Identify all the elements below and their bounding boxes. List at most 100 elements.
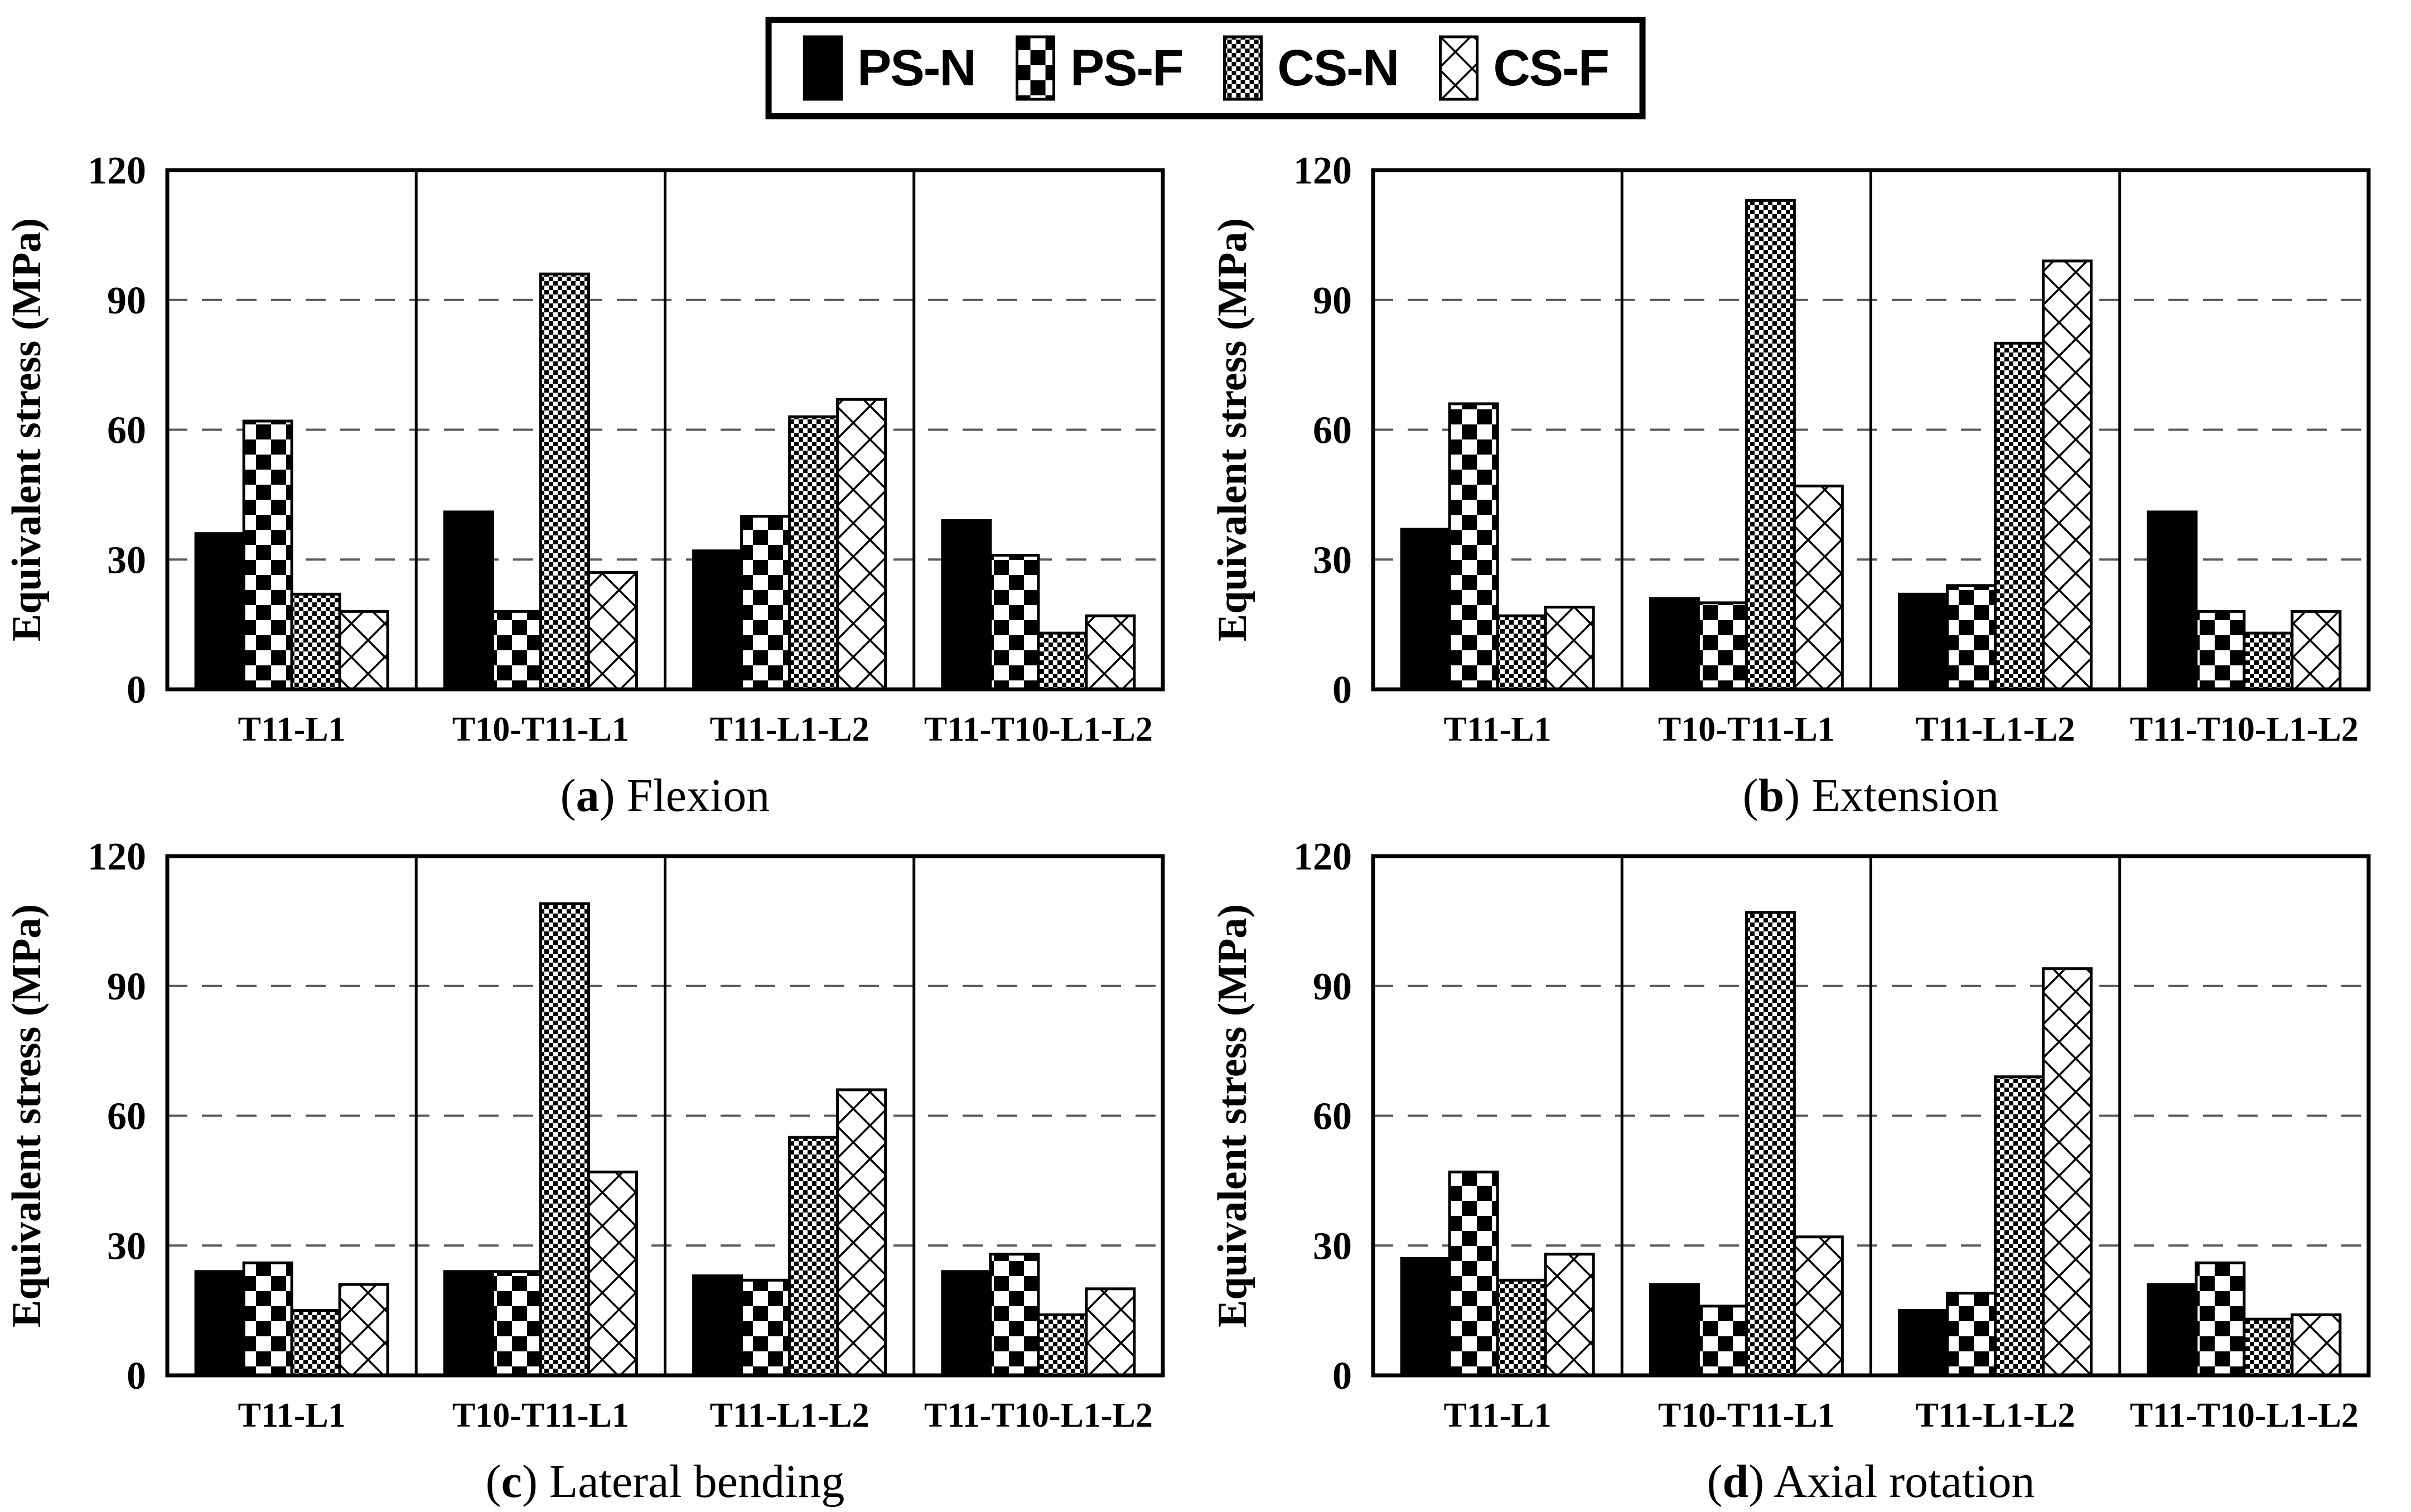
bar-cs-n-t11-l1-l2 — [1994, 341, 2045, 691]
panel-axial-rotation: 0 30 60 90 120 Equivalent stress (MPa) T11-L1 T… — [1206, 824, 2411, 1511]
category-label: T11-L1-L2 — [1916, 711, 2075, 748]
panel-lateral-bending: 0 30 60 90 120 Equivalent stress (MPa) T11-L1 T… — [0, 824, 1205, 1511]
legend-item-ps-n: PS-N — [803, 35, 977, 101]
y-axis-title: Equivalent stress (MPa) — [4, 218, 50, 641]
bar-ps-n-t11-t10-l1-l2 — [2147, 510, 2198, 691]
bar-cs-f-t10-t11-l1 — [587, 571, 638, 691]
category-label: T11-L1 — [238, 1397, 346, 1434]
category-label: T11-L1-L2 — [710, 1397, 869, 1434]
bar-ps-n-t11-l1-l2 — [692, 549, 743, 691]
bar-cs-n-t11-l1 — [290, 592, 341, 691]
bar-chart: 0 30 60 90 120 Equivalent stress (MPa) T11-L1 T… — [1210, 149, 2371, 822]
legend-swatch-fine-checker-icon — [1223, 35, 1263, 101]
legend-label: CS-N — [1277, 39, 1399, 96]
bar-ps-f-t10-t11-l1 — [491, 610, 542, 691]
y-tick-label: 60 — [1313, 409, 1352, 452]
bar-ps-n-t11-t10-l1-l2 — [2147, 1283, 2198, 1377]
bar-cs-f-t11-t10-l1-l2 — [1085, 1287, 1136, 1377]
category-label: T11-L1-L2 — [1916, 1397, 2075, 1434]
y-tick-label: 90 — [1313, 279, 1352, 322]
y-tick-label: 120 — [88, 835, 146, 878]
panel-extension: 0 30 60 90 120 Equivalent stress (MPa) T11-L1 T… — [1206, 138, 2411, 825]
bar-cs-n-t10-t11-l1 — [1745, 911, 1796, 1377]
bar-ps-f-t11-l1 — [1448, 1170, 1499, 1377]
legend-swatch-diamond-crosshatch-icon — [1438, 35, 1479, 101]
y-axis-title: Equivalent stress (MPa) — [1210, 904, 1255, 1327]
y-tick-label: 120 — [88, 149, 146, 192]
category-label: T10-T11-L1 — [1658, 711, 1835, 748]
bar-cs-f-t11-l1 — [338, 1283, 389, 1377]
bar-chart: 0 30 60 90 120 Equivalent stress (MPa) T11-L1 T… — [1210, 835, 2371, 1508]
bar-cs-n-t11-t10-l1-l2 — [1037, 631, 1088, 691]
bar-cs-n-t10-t11-l1 — [1745, 199, 1796, 691]
y-tick-label: 120 — [1293, 835, 1352, 878]
legend-swatch-solid-icon — [803, 35, 843, 101]
panel-flexion: 0 30 60 90 120 Equivalent stress (MPa) T11-L1 T… — [0, 138, 1205, 825]
bar-ps-n-t11-l1-l2 — [692, 1274, 743, 1377]
y-tick-label: 90 — [107, 279, 146, 322]
bar-ps-f-t10-t11-l1 — [491, 1270, 542, 1377]
category-label: T11-T10-L1-L2 — [2130, 1397, 2359, 1434]
bar-ps-f-t11-l1 — [242, 1261, 293, 1377]
y-tick-label: 60 — [107, 409, 146, 452]
category-label: T10-T11-L1 — [452, 711, 629, 748]
bar-ps-n-t11-t10-l1-l2 — [941, 519, 992, 691]
category-label: T11-T10-L1-L2 — [924, 711, 1153, 748]
bar-cs-f-t11-l1-l2 — [836, 1088, 887, 1377]
y-tick-label: 60 — [107, 1095, 146, 1138]
y-tick-label: 0 — [127, 1355, 146, 1398]
legend-label: PS-F — [1070, 39, 1184, 96]
bar-ps-n-t11-l1 — [1400, 528, 1451, 691]
y-tick-label: 120 — [1293, 149, 1352, 192]
y-tick-label: 30 — [107, 1225, 146, 1268]
bar-cs-f-t11-l1-l2 — [2042, 259, 2093, 691]
bar-cs-n-t11-l1-l2 — [1994, 1075, 2045, 1377]
bar-ps-n-t11-l1 — [1400, 1257, 1451, 1377]
panel-caption: (d) Axial rotation — [1707, 1456, 2035, 1508]
category-label: T10-T11-L1 — [1658, 1397, 1835, 1434]
bar-ps-n-t10-t11-l1 — [443, 1270, 494, 1377]
bar-ps-n-t10-t11-l1 — [1649, 1283, 1700, 1377]
bar-cs-f-t11-l1-l2 — [836, 398, 887, 691]
bar-ps-f-t11-l1-l2 — [1946, 584, 1997, 691]
bar-cs-f-t11-t10-l1-l2 — [1085, 614, 1136, 691]
bar-cs-n-t10-t11-l1 — [539, 272, 590, 691]
category-label: T11-L1 — [1444, 1397, 1552, 1434]
panel-caption: (c) Lateral bending — [486, 1456, 845, 1508]
category-label: T10-T11-L1 — [452, 1397, 629, 1434]
legend-label: PS-N — [857, 39, 977, 96]
bar-cs-n-t11-l1 — [1496, 614, 1547, 691]
bar-ps-f-t11-l1-l2 — [740, 1278, 791, 1377]
bar-cs-f-t10-t11-l1 — [1792, 1235, 1844, 1377]
legend-item-ps-f: PS-F — [1016, 35, 1183, 101]
y-tick-label: 90 — [1313, 965, 1352, 1008]
bar-chart: 0 30 60 90 120 Equivalent stress (MPa) T11-L1 T… — [4, 149, 1165, 822]
bar-ps-f-t11-t10-l1-l2 — [2195, 610, 2246, 691]
panel-caption: (b) Extension — [1743, 770, 1999, 822]
bar-cs-f-t11-t10-l1-l2 — [2291, 1313, 2342, 1377]
y-tick-label: 0 — [1332, 669, 1352, 712]
bar-ps-n-t11-l1 — [194, 532, 245, 691]
bar-ps-n-t10-t11-l1 — [1649, 597, 1700, 691]
category-label: T11-L1 — [238, 711, 346, 748]
bar-ps-f-t10-t11-l1 — [1697, 601, 1748, 691]
bar-cs-n-t11-t10-l1-l2 — [2243, 1317, 2294, 1377]
bar-cs-f-t11-l1-l2 — [2042, 967, 2093, 1377]
category-label: T11-L1-L2 — [710, 711, 869, 748]
bar-cs-f-t10-t11-l1 — [587, 1170, 638, 1377]
bar-ps-n-t10-t11-l1 — [443, 510, 494, 691]
legend-label: CS-F — [1493, 39, 1610, 96]
y-tick-label: 30 — [107, 539, 146, 582]
legend-item-cs-f: CS-F — [1438, 35, 1610, 101]
bar-cs-f-t11-l1 — [1544, 606, 1595, 691]
bar-ps-f-t11-t10-l1-l2 — [989, 553, 1040, 691]
bar-cs-n-t11-l1-l2 — [788, 415, 839, 691]
panel-caption: (a) Flexion — [561, 770, 770, 822]
y-tick-label: 0 — [127, 669, 146, 712]
legend-item-cs-n: CS-N — [1223, 35, 1399, 101]
bar-cs-n-t10-t11-l1 — [539, 902, 590, 1377]
category-label: T11-T10-L1-L2 — [2130, 711, 2359, 748]
bar-cs-n-t11-l1-l2 — [788, 1136, 839, 1377]
y-axis-title: Equivalent stress (MPa) — [4, 904, 50, 1327]
bar-cs-n-t11-t10-l1-l2 — [2243, 631, 2294, 691]
